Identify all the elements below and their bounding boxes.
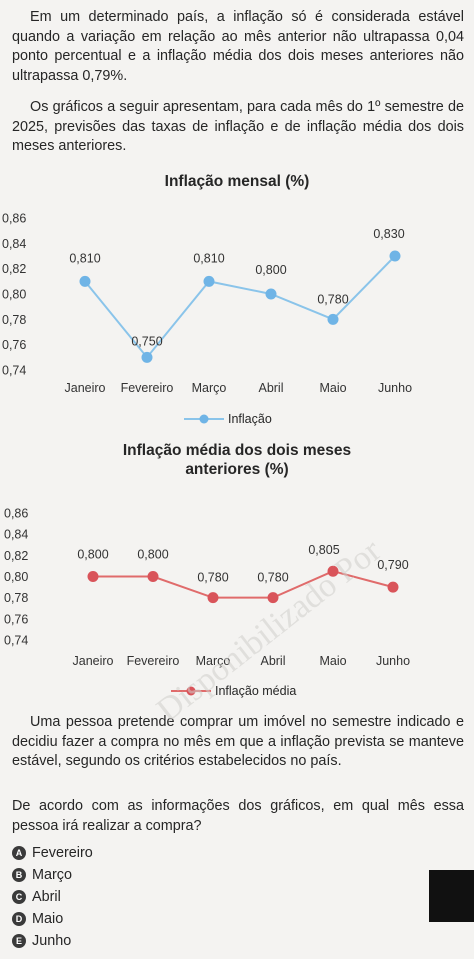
option-c-label: Abril bbox=[32, 889, 61, 905]
chart2-xtick: Junho bbox=[376, 654, 410, 668]
chart1-ytick: 0,76 bbox=[2, 338, 26, 352]
option-a[interactable]: A Fevereiro bbox=[12, 842, 93, 864]
edge-bar bbox=[429, 870, 474, 922]
chart1-xtick: Janeiro bbox=[65, 381, 106, 395]
chart2-point bbox=[87, 571, 99, 582]
option-e-label: Junho bbox=[32, 933, 72, 949]
chart2-legend-swatch bbox=[171, 686, 211, 696]
chart1-ytick: 0,74 bbox=[2, 364, 26, 378]
chart1-ytick: 0,78 bbox=[2, 313, 26, 327]
chart2-data-label: 0,780 bbox=[257, 571, 288, 585]
chart1-title: Inflação mensal (%) bbox=[164, 173, 310, 190]
chart1-data-label: 0,780 bbox=[317, 292, 348, 306]
chart2-point bbox=[327, 565, 339, 577]
option-b-label: Março bbox=[32, 867, 72, 883]
chart2-xtick: Março bbox=[196, 654, 231, 668]
chart2-ytick: 0,84 bbox=[4, 528, 28, 542]
chart1-xtick: Junho bbox=[378, 381, 412, 395]
chart1-ytick: 0,84 bbox=[2, 237, 26, 251]
chart2-series-line bbox=[93, 570, 394, 599]
option-e[interactable]: E Junho bbox=[12, 930, 93, 952]
chart1-data-label: 0,810 bbox=[193, 251, 224, 265]
chart1-series-line bbox=[84, 255, 396, 359]
chart1-inflacao-mensal: 0,86 0,84 0,82 0,80 0,78 0,76 0,74 Janeiro Fever… bbox=[2, 212, 412, 396]
chart2-data-label: 0,805 bbox=[308, 543, 339, 557]
chart2-ytick: 0,80 bbox=[4, 570, 28, 584]
chart2-point bbox=[267, 592, 279, 604]
charts-intro-paragraph: Os gráficos a seguir apresentam, para ca… bbox=[12, 99, 464, 154]
chart2-data-label: 0,800 bbox=[137, 548, 168, 562]
chart2-point bbox=[147, 571, 159, 582]
chart1-xtick: Abril bbox=[258, 381, 283, 395]
scenario-paragraph: Uma pessoa pretende comprar um imóvel no… bbox=[12, 714, 464, 769]
chart2-xtick: Maio bbox=[319, 654, 346, 668]
chart2-data-label: 0,780 bbox=[197, 571, 228, 585]
chart1-xtick: Março bbox=[192, 381, 227, 395]
chart2-title-line1: Inflação média dos dois meses bbox=[122, 442, 352, 459]
option-a-badge: A bbox=[12, 846, 26, 860]
chart1-data-label: 0,810 bbox=[69, 251, 100, 265]
chart2-xtick: Fevereiro bbox=[127, 654, 180, 668]
chart1-legend: Inflação bbox=[184, 412, 272, 426]
option-d-label: Maio bbox=[32, 911, 64, 927]
chart2-ytick: 0,86 bbox=[4, 507, 28, 521]
option-a-label: Fevereiro bbox=[32, 845, 93, 861]
chart1-data-label: 0,750 bbox=[131, 334, 162, 348]
option-d-badge: D bbox=[12, 912, 26, 926]
chart2-xtick: Abril bbox=[260, 654, 285, 668]
chart1-xtick: Maio bbox=[319, 381, 346, 395]
option-b[interactable]: B Março bbox=[12, 864, 93, 886]
option-c[interactable]: C Abril bbox=[12, 886, 93, 908]
chart2-title: Inflação média dos dois meses anteriores… bbox=[0, 441, 474, 479]
chart2-legend-label: Inflação média bbox=[215, 684, 297, 698]
chart2-ytick: 0,74 bbox=[4, 634, 28, 648]
chart2-ytick: 0,76 bbox=[4, 612, 28, 626]
chart1-ytick: 0,80 bbox=[2, 288, 26, 302]
chart2-point bbox=[387, 581, 399, 593]
chart1-legend-label: Inflação bbox=[228, 412, 272, 426]
chart1-point bbox=[203, 275, 215, 287]
chart2-data-label: 0,800 bbox=[77, 548, 108, 562]
chart2-xtick: Janeiro bbox=[73, 654, 114, 668]
chart1-point bbox=[389, 250, 401, 262]
chart2-ytick: 0,78 bbox=[4, 591, 28, 605]
chart1-ytick: 0,82 bbox=[2, 262, 26, 276]
chart1-point bbox=[141, 351, 153, 363]
question-paragraph: De acordo com as informações dos gráfico… bbox=[12, 798, 464, 834]
chart2-data-label: 0,790 bbox=[377, 558, 408, 572]
chart1-data-label: 0,830 bbox=[373, 227, 404, 241]
option-b-badge: B bbox=[12, 868, 26, 882]
option-e-badge: E bbox=[12, 934, 26, 948]
chart1-ytick: 0,86 bbox=[2, 212, 26, 226]
chart2-title-line2: anteriores (%) bbox=[185, 461, 289, 478]
chart2-ytick: 0,82 bbox=[4, 549, 28, 563]
chart1-xtick: Fevereiro bbox=[121, 381, 174, 395]
chart2-legend: Inflação média bbox=[171, 684, 296, 698]
answer-options: A Fevereiro B Março C Abril D Maio E Jun… bbox=[12, 842, 93, 952]
intro-paragraph: Em um determinado país, a inflação só é … bbox=[12, 9, 464, 84]
chart1-point bbox=[327, 313, 339, 325]
chart1-data-label: 0,800 bbox=[255, 263, 286, 277]
chart1-point bbox=[79, 275, 91, 287]
chart2-inflacao-media: 0,86 0,84 0,82 0,80 0,78 0,76 0,74 Janeiro Fever… bbox=[4, 507, 410, 669]
chart1-legend-swatch bbox=[184, 414, 224, 424]
chart2-point bbox=[207, 592, 219, 604]
option-c-badge: C bbox=[12, 890, 26, 904]
chart1-point bbox=[265, 288, 277, 300]
option-d[interactable]: D Maio bbox=[12, 908, 93, 930]
